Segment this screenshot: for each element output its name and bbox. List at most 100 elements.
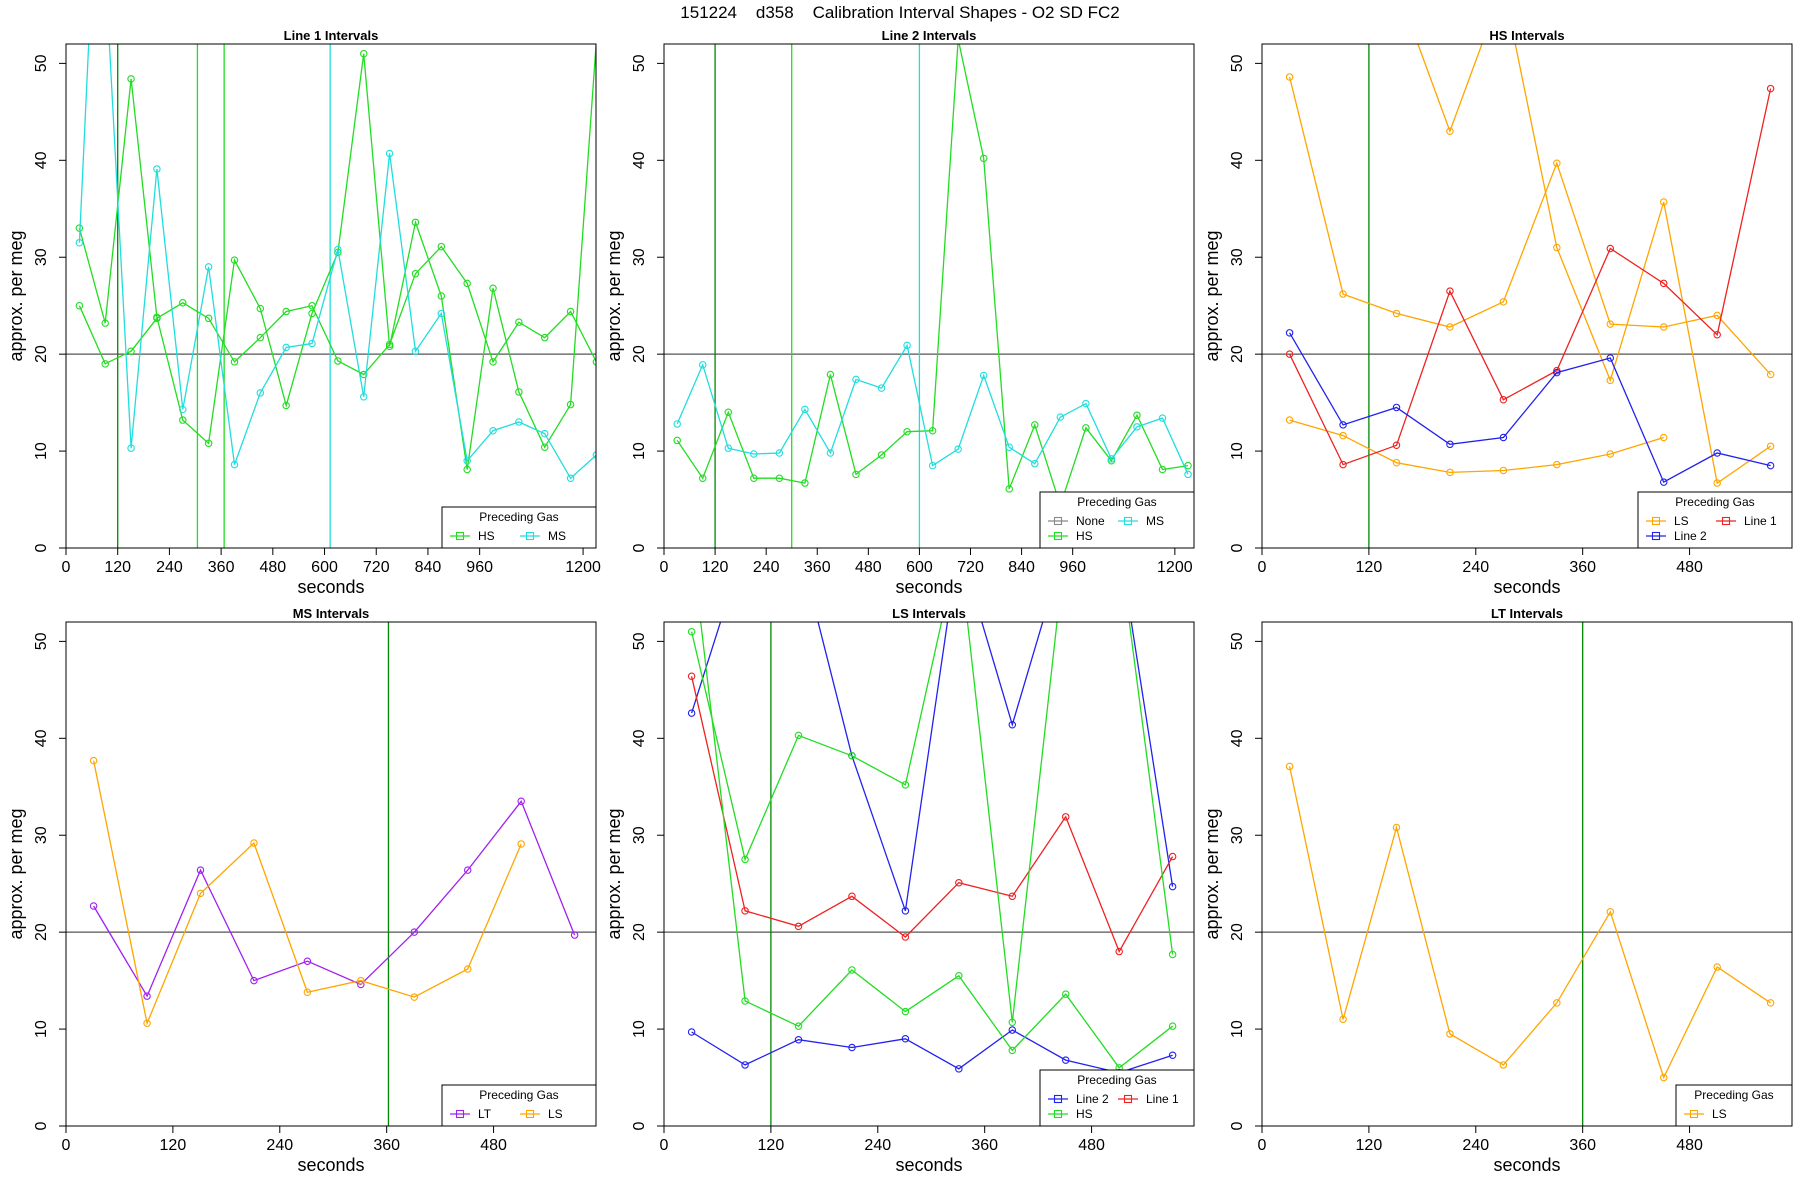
data-point-hs xyxy=(334,248,342,257)
data-point-hs xyxy=(801,479,809,487)
panel-title: LS Intervals xyxy=(892,606,966,621)
data-point-ls xyxy=(1553,460,1561,469)
data-point-hs xyxy=(673,436,681,445)
series-line-ls xyxy=(1288,766,1771,1080)
y-tick-label: 20 xyxy=(631,345,648,363)
data-point-line-1 xyxy=(1766,84,1775,93)
data-point-ls xyxy=(1606,320,1615,328)
data-point-hs xyxy=(489,358,497,366)
data-point-ms xyxy=(928,461,937,470)
data-point-hs xyxy=(204,314,213,323)
y-tick-label: 40 xyxy=(631,151,648,169)
series-line-ms xyxy=(78,44,596,480)
data-point-line-2 xyxy=(1446,440,1454,449)
y-tick-label: 30 xyxy=(1229,248,1246,266)
y-tick-label: 20 xyxy=(33,345,50,363)
data-point-ms xyxy=(359,393,368,401)
y-axis: 0 10 20 30 40 50 approx. per meg xyxy=(604,54,664,552)
data-point-line-1 xyxy=(901,933,910,941)
data-point-lt xyxy=(250,976,258,985)
data-point-hs xyxy=(256,304,265,313)
x-tick-label: 600 xyxy=(311,559,338,576)
x-tick-label: 120 xyxy=(758,1137,785,1154)
data-point-line-2 xyxy=(1713,449,1721,457)
panel-title: Line 2 Intervals xyxy=(882,28,977,43)
data-point-hs xyxy=(1133,411,1141,419)
data-point-ms xyxy=(592,451,596,459)
data-point-ms xyxy=(698,361,707,369)
data-point-ms xyxy=(801,405,809,414)
series-line-line-1 xyxy=(690,676,1174,954)
data-point-ms xyxy=(673,420,681,428)
series-group xyxy=(75,44,596,482)
data-point-ms xyxy=(1184,470,1192,479)
x-tick-label: 120 xyxy=(104,559,131,576)
data-point-line-2 xyxy=(1339,421,1347,429)
legend-entry-ls: LS xyxy=(548,1107,563,1121)
data-point-ms xyxy=(877,384,886,392)
data-point-ls xyxy=(1766,999,1775,1007)
data-point-hs xyxy=(515,388,523,396)
data-point-hs xyxy=(698,474,707,482)
x-tick-label: 120 xyxy=(1356,1137,1383,1154)
legend-title: Preceding Gas xyxy=(479,1088,558,1102)
data-point-ls xyxy=(1499,466,1508,475)
plot-frame xyxy=(1261,43,1793,549)
data-point-ls xyxy=(1446,468,1454,477)
data-point-lt xyxy=(463,866,472,874)
legend-box xyxy=(441,1084,597,1127)
y-tick-label: 40 xyxy=(33,729,50,747)
data-point-ls xyxy=(1446,1030,1454,1038)
y-axis: 0 10 20 30 40 50 approx. per meg xyxy=(6,54,66,552)
data-point-hs xyxy=(1168,950,1177,959)
legend-swatch-marker xyxy=(1123,1094,1133,1104)
data-point-hs xyxy=(775,474,784,482)
data-point-hs xyxy=(230,358,239,366)
x-tick-label: 120 xyxy=(160,1137,187,1154)
y-axis: 0 10 20 30 40 50 approx. per meg xyxy=(1202,632,1262,1130)
series-line-ls xyxy=(92,760,522,1026)
legend-title: Preceding Gas xyxy=(1675,495,1754,509)
y-tick-label: 0 xyxy=(631,1121,648,1130)
series-line-lt xyxy=(93,800,576,998)
data-point-ms xyxy=(1133,423,1141,431)
series-line-hs xyxy=(690,622,1174,1023)
data-point-line-1 xyxy=(955,878,963,887)
panel-4: MS Intervals 0 120 240 360 480 seconds 0 10 20 30 4… xyxy=(6,606,597,1175)
data-point-ls xyxy=(1713,963,1721,971)
data-point-line-2 xyxy=(848,1043,856,1052)
y-axis-label: approx. per meg xyxy=(604,230,624,361)
legend-title: Preceding Gas xyxy=(1077,1073,1156,1087)
data-point-ls xyxy=(1659,1073,1668,1082)
data-point-line-2 xyxy=(1061,1056,1070,1064)
x-tick-label: 120 xyxy=(1356,559,1383,576)
data-point-line-1 xyxy=(1499,395,1508,404)
plot-frame xyxy=(1261,621,1793,1127)
data-point-line-1 xyxy=(1659,279,1668,288)
y-axis-label: approx. per meg xyxy=(604,808,624,939)
data-point-hs xyxy=(826,370,835,379)
data-point-hs xyxy=(359,49,368,58)
legend-swatch-marker xyxy=(1651,531,1661,541)
series-line-ls xyxy=(1288,76,1772,375)
data-point-ls xyxy=(89,756,98,765)
data-point-ms xyxy=(775,449,784,457)
data-point-hs xyxy=(848,966,856,974)
data-point-ls xyxy=(1553,243,1561,252)
y-tick-label: 30 xyxy=(1229,826,1246,844)
x-tick-label: 1200 xyxy=(1157,559,1193,576)
legend-swatch-marker xyxy=(1689,1109,1699,1119)
y-tick-label: 50 xyxy=(33,632,50,650)
data-point-ms xyxy=(1107,455,1116,463)
data-point-line-2 xyxy=(1168,882,1177,891)
data-point-line-1 xyxy=(1168,852,1177,861)
figure-title: 151224 d358 Calibration Interval Shapes … xyxy=(680,3,1120,22)
legend-swatch-marker xyxy=(1053,1094,1063,1104)
legend-entry-hs: HS xyxy=(1076,1107,1093,1121)
data-point-line-2 xyxy=(1392,403,1401,412)
x-axis: 0 120 240 360 480 seconds xyxy=(660,1126,1105,1175)
x-tick-label: 480 xyxy=(1078,1137,1105,1154)
data-point-ms xyxy=(903,341,911,350)
x-tick-label: 0 xyxy=(660,559,669,576)
